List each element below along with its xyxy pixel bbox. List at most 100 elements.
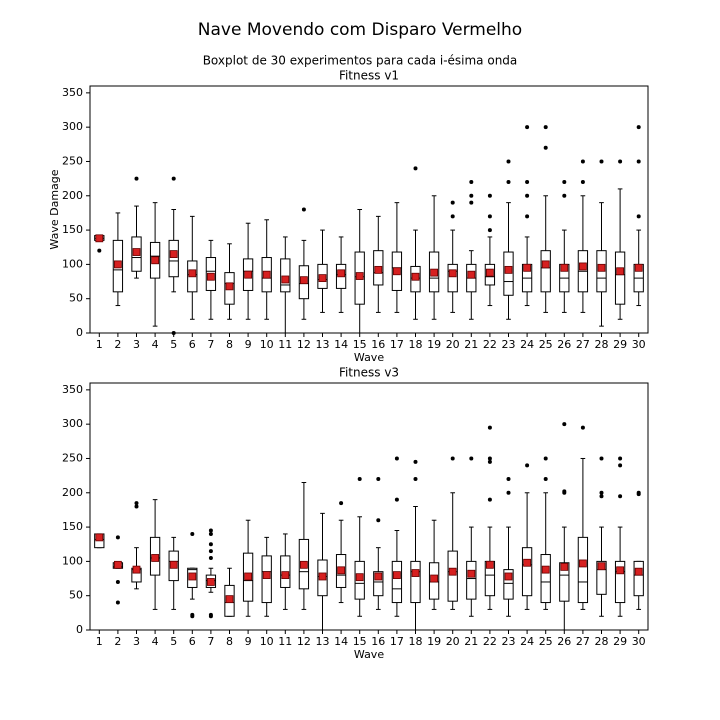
box <box>614 251 626 305</box>
outlier <box>134 176 139 181</box>
x-tick-label: 26 <box>557 338 571 351</box>
outlier <box>413 459 418 464</box>
outlier <box>618 159 623 164</box>
x-tick-label: 19 <box>427 338 441 351</box>
outlier <box>525 180 530 185</box>
box <box>614 560 626 604</box>
outlier <box>506 477 511 482</box>
y-tick-label: 250 <box>62 451 83 464</box>
x-tick-label: 20 <box>446 338 460 351</box>
outlier <box>580 159 585 164</box>
mean <box>299 276 308 285</box>
mean <box>318 274 327 283</box>
mean <box>616 267 624 276</box>
mean <box>616 566 624 575</box>
mean <box>374 265 383 274</box>
mean <box>634 567 643 576</box>
outlier <box>506 180 511 185</box>
plot-frame <box>89 382 649 631</box>
x-tick-label: 10 <box>260 635 274 648</box>
outlier <box>562 422 567 427</box>
box <box>447 550 458 602</box>
mean <box>318 572 327 581</box>
mean <box>392 571 401 580</box>
outlier <box>487 497 492 502</box>
x-tick-label: 26 <box>557 635 571 648</box>
mean <box>151 554 160 562</box>
outlier <box>376 518 381 523</box>
outlier <box>115 579 120 584</box>
x-tick-label: 21 <box>464 635 478 648</box>
mean <box>132 565 141 574</box>
mean <box>430 268 439 277</box>
y-tick-label: 0 <box>76 623 83 636</box>
x-tick-label: 25 <box>539 635 553 648</box>
x-tick-label: 27 <box>576 635 590 648</box>
box <box>633 560 644 597</box>
outlier <box>487 459 492 464</box>
outlier <box>134 504 139 509</box>
x-tick-label: 16 <box>371 635 385 648</box>
x-axis-label: Wave <box>354 648 384 661</box>
outlier <box>543 456 548 461</box>
box <box>540 250 551 293</box>
axis-title: Fitness v1 <box>339 69 399 83</box>
outlier <box>562 489 567 494</box>
mean <box>355 272 364 280</box>
x-tick-label: 30 <box>632 338 646 351</box>
figure-subtitle: Boxplot de 30 experimentos para cada i-é… <box>203 54 518 68</box>
mean <box>541 565 550 574</box>
x-tick-label: 28 <box>595 338 609 351</box>
outlier <box>171 176 176 181</box>
mean <box>132 248 141 256</box>
outlier <box>208 555 213 560</box>
y-axis-label: Wave Damage <box>48 169 61 249</box>
x-tick-label: 27 <box>576 338 590 351</box>
x-tick-label: 23 <box>502 635 516 648</box>
x-tick-label: 30 <box>632 635 646 648</box>
outlier <box>413 166 418 171</box>
x-tick-label: 14 <box>334 635 348 648</box>
mean <box>523 263 531 272</box>
mean <box>579 559 587 568</box>
mean <box>430 574 439 583</box>
box <box>410 560 421 604</box>
outlier <box>599 456 604 461</box>
outlier <box>413 477 418 482</box>
mean <box>188 269 197 278</box>
mean <box>206 272 215 281</box>
x-tick-label: 5 <box>170 635 177 648</box>
mean <box>355 573 364 582</box>
mean <box>206 578 215 586</box>
y-tick-label: 0 <box>76 326 83 339</box>
outlier <box>208 528 213 533</box>
x-tick-label: 18 <box>409 338 423 351</box>
mean <box>392 267 401 276</box>
outlier <box>487 456 492 461</box>
mean <box>225 595 234 604</box>
mean <box>467 270 476 279</box>
box <box>261 555 272 604</box>
x-tick-label: 20 <box>446 635 460 648</box>
x-tick-label: 1 <box>96 338 103 351</box>
x-tick-label: 11 <box>278 635 292 648</box>
y-tick-label: 300 <box>62 120 83 133</box>
outlier <box>580 425 585 430</box>
mean <box>262 571 271 580</box>
x-tick-label: 24 <box>520 338 534 351</box>
y-tick-label: 50 <box>69 292 83 305</box>
box <box>503 569 514 600</box>
y-tick-label: 250 <box>62 154 83 167</box>
outlier <box>190 612 195 617</box>
x-tick-label: 18 <box>409 635 423 648</box>
x-tick-label: 4 <box>152 338 159 351</box>
x-tick-label: 17 <box>390 338 404 351</box>
outlier <box>450 200 455 205</box>
x-tick-label: 21 <box>464 338 478 351</box>
mean <box>560 562 569 571</box>
x-tick-label: 5 <box>170 338 177 351</box>
x-tick-label: 11 <box>278 338 292 351</box>
mean <box>169 560 178 569</box>
box <box>391 560 403 604</box>
